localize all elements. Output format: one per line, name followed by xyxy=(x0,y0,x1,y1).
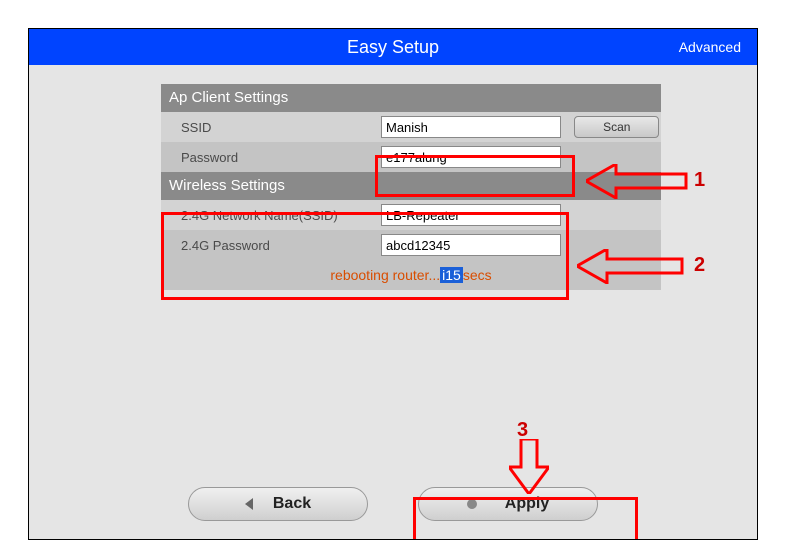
section-wireless-header: Wireless Settings xyxy=(161,172,661,200)
settings-panel: Ap Client Settings SSID Scan Password Wi… xyxy=(161,84,661,290)
header-bar: Easy Setup Advanced xyxy=(29,29,757,65)
section-ap-client-header: Ap Client Settings xyxy=(161,84,661,112)
reboot-prefix: rebooting router... xyxy=(330,267,440,283)
bottom-button-bar: Back Apply xyxy=(29,487,757,521)
reboot-seconds: 15 xyxy=(445,267,461,283)
ap-client-table: SSID Scan Password xyxy=(161,112,661,172)
back-button-label: Back xyxy=(273,495,311,513)
apply-button[interactable]: Apply xyxy=(418,487,598,521)
app-window: Easy Setup Advanced Ap Client Settings S… xyxy=(28,28,758,540)
ssid-row: SSID Scan xyxy=(161,112,661,142)
wireless-table: 2.4G Network Name(SSID) 2.4G Password re… xyxy=(161,200,661,290)
annotation-num-3: 3 xyxy=(517,419,528,442)
reboot-row: rebooting router...i15secs xyxy=(161,260,661,290)
page-title: Easy Setup xyxy=(347,37,439,58)
ssid-label: SSID xyxy=(161,112,381,142)
password-row: Password xyxy=(161,142,661,172)
password-label: Password xyxy=(161,142,381,172)
wireless-password-input[interactable] xyxy=(381,234,561,256)
reboot-suffix: secs xyxy=(463,267,492,283)
net-name-label: 2.4G Network Name(SSID) xyxy=(161,200,381,230)
annotation-num-1: 1 xyxy=(694,169,705,192)
arrow-left-icon xyxy=(245,498,253,510)
apply-button-label: Apply xyxy=(505,495,549,513)
annotation-num-2: 2 xyxy=(694,254,705,277)
net-name-input[interactable] xyxy=(381,204,561,226)
dot-icon xyxy=(467,499,477,509)
wireless-password-row: 2.4G Password xyxy=(161,230,661,260)
password-input[interactable] xyxy=(381,146,561,168)
wireless-password-label: 2.4G Password xyxy=(161,230,381,260)
advanced-link[interactable]: Advanced xyxy=(679,29,741,65)
net-name-row: 2.4G Network Name(SSID) xyxy=(161,200,661,230)
ssid-input[interactable] xyxy=(381,116,561,138)
annotation-arrow-3 xyxy=(509,439,549,494)
scan-button[interactable]: Scan xyxy=(574,116,659,138)
back-button[interactable]: Back xyxy=(188,487,368,521)
